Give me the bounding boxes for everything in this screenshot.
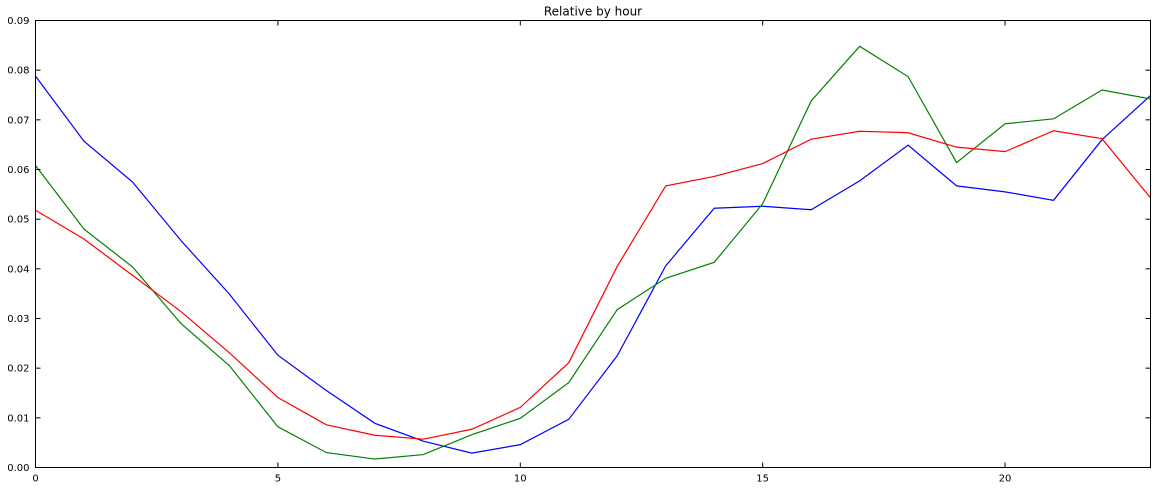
axis-tick-labels: 0 5 10 15 20 0.00 0.01 0.02 0.03 0.04 0.05 0.06 0.07… bbox=[7, 16, 1011, 485]
y-tick-label: 0.02 bbox=[7, 364, 29, 375]
y-tick-label: 0.04 bbox=[7, 264, 29, 275]
chart-title: Relative by hour bbox=[544, 5, 642, 19]
x-tick-label: 5 bbox=[275, 474, 281, 485]
series-line-1 bbox=[35, 75, 1151, 454]
y-tick-label: 0.05 bbox=[7, 215, 29, 226]
y-tick-label: 0.08 bbox=[7, 66, 29, 77]
x-tick-label: 0 bbox=[32, 474, 38, 485]
x-tick-label: 15 bbox=[756, 474, 769, 485]
axis-ticks bbox=[35, 20, 1151, 468]
series-line-3 bbox=[35, 130, 1151, 440]
series-layer bbox=[35, 45, 1151, 460]
y-tick-label: 0.00 bbox=[7, 463, 29, 474]
x-tick-label: 20 bbox=[999, 474, 1012, 485]
y-tick-label: 0.06 bbox=[7, 165, 29, 176]
plot-area-frame bbox=[35, 20, 1151, 468]
series-line-2 bbox=[35, 45, 1151, 460]
y-tick-label: 0.03 bbox=[7, 314, 29, 325]
y-tick-label: 0.07 bbox=[7, 115, 29, 126]
y-tick-label: 0.09 bbox=[7, 16, 29, 27]
y-tick-label: 0.01 bbox=[7, 413, 29, 424]
x-tick-label: 10 bbox=[514, 474, 527, 485]
